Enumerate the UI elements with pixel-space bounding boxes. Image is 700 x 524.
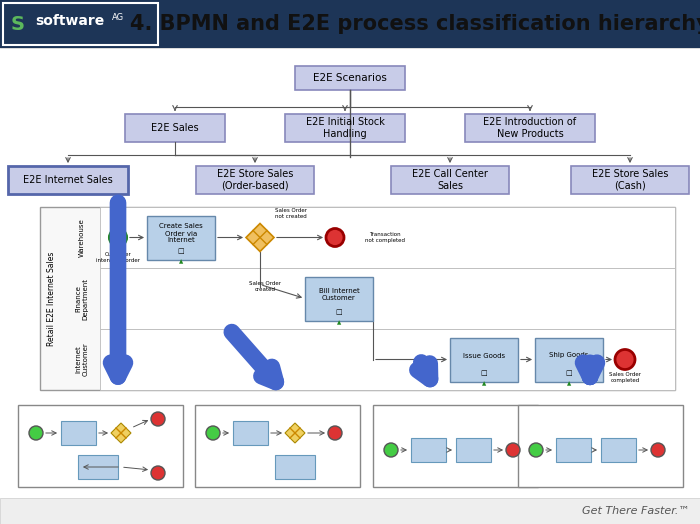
Text: Sales Order
completed: Sales Order completed (609, 372, 641, 383)
Text: E2E Call Center
Sales: E2E Call Center Sales (412, 169, 488, 191)
Text: □: □ (566, 370, 573, 377)
Bar (518, 405, 683, 487)
Text: AG: AG (112, 13, 124, 21)
Polygon shape (111, 423, 131, 443)
Circle shape (206, 426, 220, 440)
Text: E2E Internet Sales: E2E Internet Sales (23, 175, 113, 185)
Text: Create Sales
Order via
Internet: Create Sales Order via Internet (159, 224, 203, 244)
Text: Issue Goods: Issue Goods (463, 353, 505, 358)
Bar (195, 405, 360, 487)
Text: software: software (36, 14, 104, 28)
Text: Warehouse: Warehouse (79, 218, 85, 257)
Text: ▲: ▲ (567, 381, 571, 386)
Bar (571, 166, 689, 194)
Bar (18, 405, 183, 487)
Bar (373, 405, 538, 487)
Text: S: S (11, 15, 25, 34)
Text: ▲: ▲ (337, 320, 341, 325)
Bar (3, 3, 158, 45)
Polygon shape (285, 423, 305, 443)
Bar (465, 114, 595, 142)
Bar (275, 455, 315, 479)
Bar (601, 438, 636, 462)
Bar (556, 438, 591, 462)
Bar (147, 215, 215, 259)
Text: E2E Sales: E2E Sales (151, 123, 199, 133)
Circle shape (151, 466, 165, 480)
Circle shape (151, 412, 165, 426)
Text: E2E Store Sales
(Cash): E2E Store Sales (Cash) (592, 169, 668, 191)
Circle shape (529, 443, 543, 457)
Text: Finance
Department: Finance Department (76, 278, 88, 320)
Text: Bill Internet
Customer: Bill Internet Customer (318, 288, 359, 301)
Text: Transaction
not completed: Transaction not completed (365, 232, 405, 243)
Text: Retail E2E Internet Sales: Retail E2E Internet Sales (48, 252, 57, 346)
Text: ▲: ▲ (179, 259, 183, 264)
Circle shape (326, 228, 344, 246)
Bar (0, 498, 700, 524)
Text: Internet
Customer: Internet Customer (76, 343, 88, 376)
Bar (285, 114, 405, 142)
Bar (60, 421, 95, 445)
Bar (391, 166, 509, 194)
Text: 4. BPMN and E2E process classification hierarchy: 4. BPMN and E2E process classification h… (130, 14, 700, 34)
Text: Sales Order
created: Sales Order created (249, 281, 281, 292)
Circle shape (506, 443, 520, 457)
Circle shape (615, 350, 635, 369)
Bar (535, 337, 603, 381)
Text: □: □ (481, 370, 487, 377)
Text: E2E Scenarios: E2E Scenarios (313, 73, 387, 83)
Bar (8, 166, 128, 194)
Text: E2E Introduction of
New Products: E2E Introduction of New Products (484, 117, 577, 139)
Circle shape (651, 443, 665, 457)
Bar (100, 207, 675, 268)
Text: Get There Faster.™: Get There Faster.™ (582, 506, 690, 516)
Bar (100, 329, 675, 390)
Bar (232, 421, 267, 445)
Text: Customer
intends to order: Customer intends to order (96, 252, 140, 263)
Bar (295, 66, 405, 90)
Text: Sales Order
not created: Sales Order not created (275, 208, 307, 219)
Bar (78, 455, 118, 479)
Bar (305, 277, 373, 321)
Circle shape (109, 228, 127, 246)
Text: Ship Goods: Ship Goods (550, 353, 589, 358)
Polygon shape (246, 224, 274, 252)
Bar (100, 268, 675, 329)
Text: □: □ (336, 310, 342, 315)
Circle shape (384, 443, 398, 457)
Circle shape (328, 426, 342, 440)
Text: E2E Store Sales
(Order-based): E2E Store Sales (Order-based) (217, 169, 293, 191)
Bar (0, 0, 700, 48)
Bar (40, 207, 675, 390)
Bar (456, 438, 491, 462)
Bar (125, 114, 225, 142)
Text: ▲: ▲ (482, 381, 486, 386)
Text: □: □ (178, 248, 184, 255)
Bar (410, 438, 445, 462)
Text: E2E Initial Stock
Handling: E2E Initial Stock Handling (306, 117, 384, 139)
Circle shape (29, 426, 43, 440)
Bar (196, 166, 314, 194)
Bar (450, 337, 518, 381)
